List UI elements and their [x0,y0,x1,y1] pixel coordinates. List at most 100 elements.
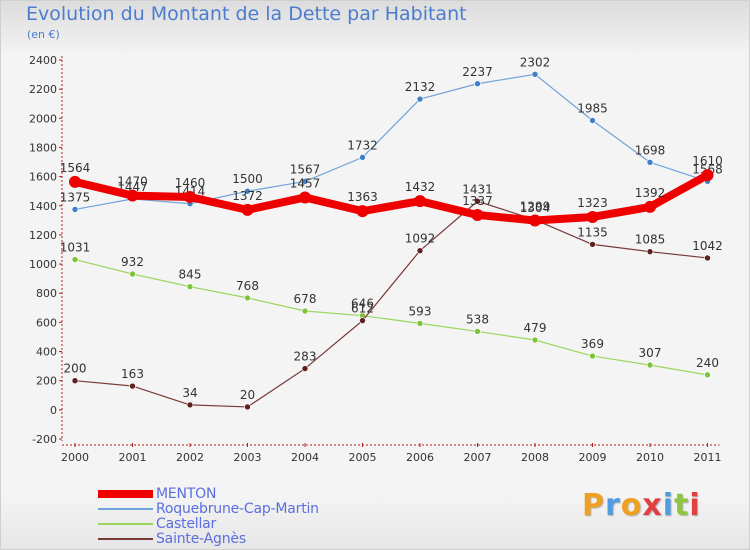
data-point-castellar [71,256,79,263]
x-tick-label: 2005 [349,451,377,464]
data-point-sainte-agn-s [474,197,481,205]
data-point-roquebrune-cap-martin [416,95,424,103]
data-label-castellar: 646 [351,297,374,311]
data-point-menton [586,210,599,223]
data-label-roquebrune-cap-martin: 1375 [60,190,91,204]
data-point-menton [69,175,81,188]
legend-item-sainte-agnes: Sainte-Agnès [98,530,319,547]
data-label-roquebrune-cap-martin: 2302 [520,55,551,69]
legend: MENTON Roquebrune-Cap-Martin Castellar S… [98,485,319,547]
legend-item-menton: MENTON [98,485,319,502]
data-label-sainte-agn-s: 1135 [577,225,608,239]
data-label-castellar: 1031 [60,241,91,255]
data-label-castellar: 369 [581,337,604,351]
logo-letter: P [582,488,605,523]
data-label-castellar: 678 [294,292,317,306]
data-point-menton [644,200,656,213]
series-line-menton [71,171,712,225]
legend-label-sainte-agnes: Sainte-Agnès [156,530,246,547]
x-tick-label: 2010 [636,451,664,464]
y-tick-label: 1000 [29,258,57,271]
data-point-castellar [129,270,136,278]
data-point-castellar [244,294,251,302]
x-tick-label: 2003 [234,451,262,464]
y-tick-label: 2000 [29,112,57,125]
data-label-castellar: 845 [179,268,202,282]
data-label-roquebrune-cap-martin: 2237 [462,65,493,79]
proxiti-logo: Proxiti [582,488,701,523]
y-tick-label: 2400 [29,54,57,67]
data-point-castellar [186,283,194,290]
x-tick-label: 2011 [694,451,722,464]
series-line-castellar [74,258,709,376]
data-label-roquebrune-cap-martin: 1732 [347,138,378,152]
data-point-menton [241,203,254,216]
data-point-roquebrune-cap-martin [359,154,366,161]
data-label-menton: 1372 [232,189,263,203]
data-point-castellar [646,361,654,369]
data-label-sainte-agn-s: 34 [182,386,197,400]
series-line-roquebrune-cap-martin [74,73,709,211]
y-tick-label: 200 [36,375,57,388]
data-point-menton [414,195,426,208]
data-point-sainte-agn-s [704,254,711,262]
y-tick-label: 1600 [29,171,57,184]
data-label-menton: 1299 [520,199,551,213]
y-tick-label: 800 [36,287,57,300]
logo-letter: i [662,488,675,523]
x-tick-label: 2004 [291,451,319,464]
data-point-menton [299,191,311,204]
data-point-sainte-agn-s [71,377,79,384]
data-point-menton [184,191,196,204]
data-point-castellar [474,328,481,335]
data-label-castellar: 932 [121,255,144,269]
data-point-sainte-agn-s [359,317,366,324]
data-point-castellar [301,307,309,315]
data-label-castellar: 307 [639,346,662,360]
data-point-roquebrune-cap-martin [71,206,79,213]
data-point-menton [701,169,714,182]
legend-item-roquebrune: Roquebrune-Cap-Martin [98,500,319,517]
y-tick-label: -200 [32,433,57,446]
y-tick-label: 1200 [29,229,57,242]
data-label-sainte-agn-s: 20 [240,388,255,402]
data-point-roquebrune-cap-martin [474,80,481,88]
legend-label-roquebrune: Roquebrune-Cap-Martin [156,500,319,517]
legend-label-menton: MENTON [156,485,217,502]
logo-letter: o [620,488,643,523]
x-tick-label: 2000 [61,451,89,464]
data-point-menton [356,205,369,218]
data-label-menton: 1392 [635,186,666,200]
data-point-sainte-agn-s [244,403,251,411]
data-label-menton: 1470 [117,175,148,189]
data-label-sainte-agn-s: 283 [294,350,317,364]
data-label-sainte-agn-s: 1304 [520,201,551,215]
legend-swatch-menton [98,489,153,498]
x-tick-label: 2006 [406,451,434,464]
data-point-menton [471,208,484,221]
data-point-roquebrune-cap-martin [589,117,596,124]
data-label-sainte-agn-s: 1085 [635,233,666,247]
data-point-menton [126,189,139,202]
data-label-castellar: 240 [696,356,719,370]
data-point-sainte-agn-s [186,401,194,409]
data-point-roquebrune-cap-martin [531,70,539,78]
x-tick-label: 2008 [521,451,549,464]
data-point-roquebrune-cap-martin [646,159,654,166]
data-point-castellar [416,320,424,327]
data-label-menton: 1460 [175,176,206,190]
y-tick-label: 0 [50,404,57,417]
logo-letter: r [605,488,621,523]
data-label-roquebrune-cap-martin: 1985 [577,101,608,115]
legend-item-castellar: Castellar [98,515,319,532]
y-tick-label: 2200 [29,83,57,96]
chart-title: Evolution du Montant de la Dette par Hab… [26,3,467,25]
data-label-menton: 1337 [462,194,493,208]
data-point-sainte-agn-s [646,248,654,255]
data-point-sainte-agn-s [129,382,136,390]
data-label-roquebrune-cap-martin: 1698 [635,143,666,157]
legend-label-castellar: Castellar [156,515,217,532]
x-tick-label: 2009 [579,451,607,464]
data-point-castellar [531,336,539,344]
